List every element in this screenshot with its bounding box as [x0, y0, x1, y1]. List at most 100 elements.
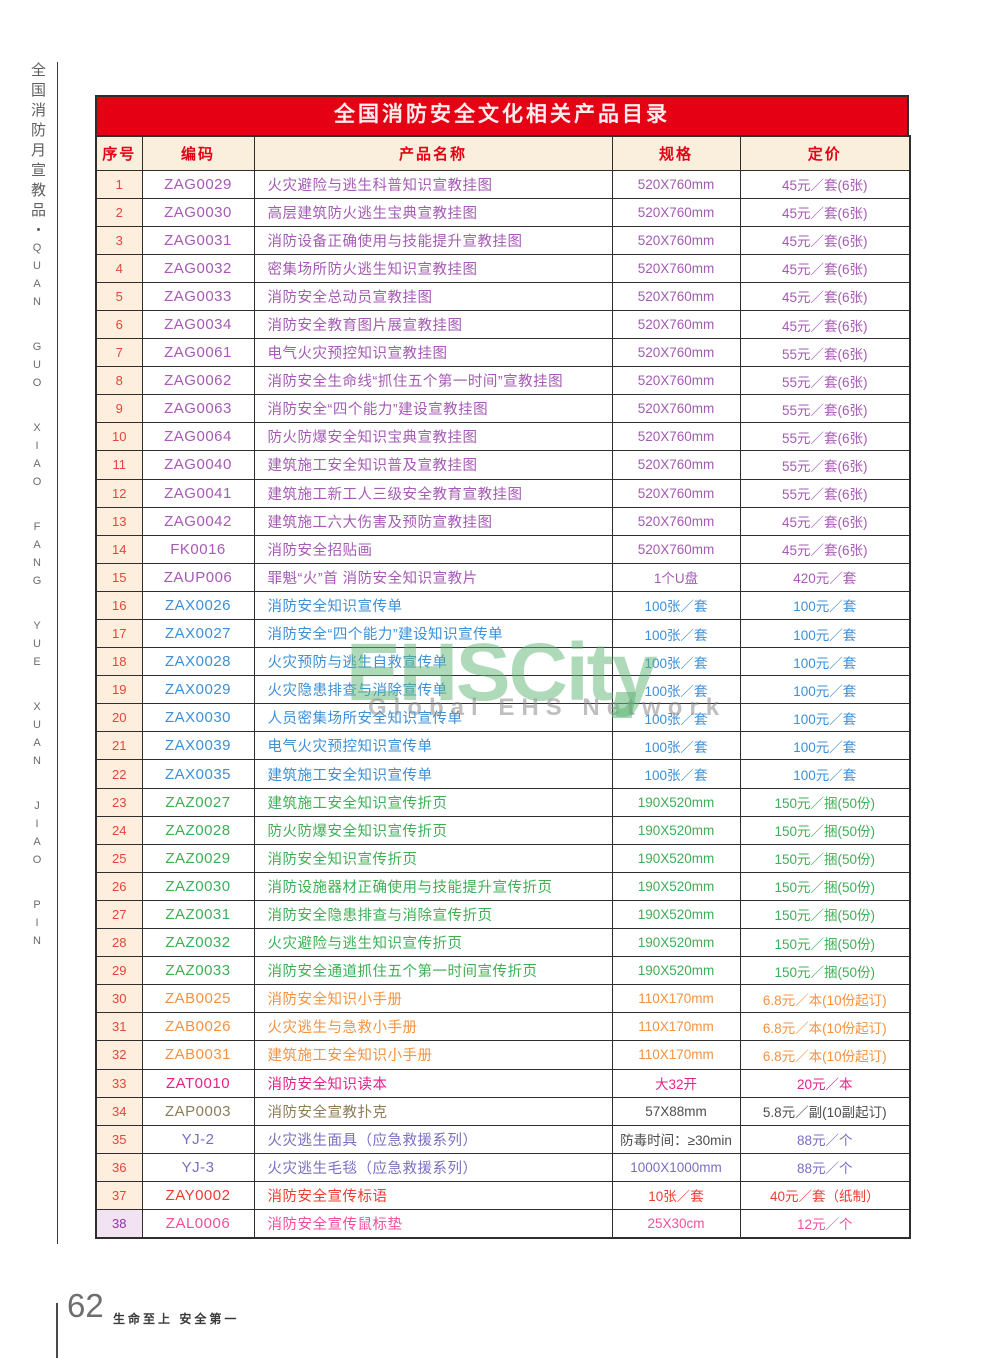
table-row: 7 ZAG0061 电气火灾预控知识宣教挂图 520X760mm 55元／套(6张) [95, 338, 911, 368]
product-name-cell: 建筑施工新工人三级安全教育宣教挂图 [253, 478, 613, 508]
product-code-cell: YJ-2 [141, 1124, 255, 1154]
product-code-cell: ZAZ0030 [141, 871, 255, 901]
product-price-cell: 420元／套 [739, 562, 911, 592]
product-spec-cell: 190X520mm [611, 871, 741, 901]
product-code-cell: ZAZ0031 [141, 899, 255, 930]
product-price-cell: 20元／本 [739, 1068, 911, 1098]
table-row: 32 ZAB0031 建筑施工安全知识小手册 110X170mm 6.8元／本(10份起… [95, 1040, 911, 1070]
product-code-cell: ZAX0026 [141, 590, 255, 621]
product-spec-cell: 520X760mm [611, 366, 741, 396]
product-name-cell: 消防安全“四个能力”建设宣教挂图 [253, 394, 613, 424]
product-spec-cell: 520X760mm [611, 338, 741, 368]
table-row: 29 ZAZ0033 消防安全通道抓住五个第一时间宣传折页 190X520mm 150元… [95, 956, 911, 986]
product-spec-cell: 1个U盘 [611, 562, 741, 592]
product-code-cell: ZAG0064 [141, 422, 255, 452]
product-code-cell: ZAX0035 [141, 759, 255, 789]
product-spec-cell: 110X170mm [611, 1012, 741, 1042]
table-row: 37 ZAY0002 消防安全宣传标语 10张／套 40元／套（纸制） [95, 1180, 911, 1210]
row-number-cell: 14 [95, 534, 143, 564]
product-name-cell: 罪魁“火”首 消防安全知识宣教片 [253, 562, 613, 592]
product-price-cell: 6.8元／本(10份起订) [739, 1012, 911, 1042]
product-spec-cell: 100张／套 [611, 759, 741, 789]
table-row: 6 ZAG0034 消防安全教育图片展宣教挂图 520X760mm 45元／套(6张) [95, 309, 911, 340]
product-code-cell: ZAZ0027 [141, 787, 255, 817]
row-number-cell: 8 [95, 366, 143, 396]
product-spec-cell: 100张／套 [611, 675, 741, 705]
row-number-cell: 26 [95, 871, 143, 901]
product-name-cell: 消防安全生命线“抓住五个第一时间”宣教挂图 [253, 366, 613, 396]
product-spec-cell: 520X760mm [611, 253, 741, 283]
row-number-cell: 24 [95, 815, 143, 845]
table-row: 26 ZAZ0030 消防设施器材正确使用与技能提升宣传折页 190X520mm 150… [95, 871, 911, 901]
product-name-cell: 高层建筑防火逃生宝典宣教挂图 [253, 197, 613, 227]
product-price-cell: 45元／套(6张) [739, 506, 911, 536]
row-number-cell: 12 [95, 478, 143, 508]
product-spec-cell: 520X760mm [611, 478, 741, 508]
product-code-cell: ZAG0042 [141, 506, 255, 536]
product-name-cell: 消防设备正确使用与技能提升宣教挂图 [253, 225, 613, 255]
table-row: 20 ZAX0030 人员密集场所安全知识宣传单 100张／套 100元／套 [95, 703, 911, 733]
product-name-cell: 消防安全宣教扑克 [253, 1096, 613, 1126]
product-code-cell: ZAG0030 [141, 197, 255, 227]
row-number-cell: 18 [95, 647, 143, 677]
row-number-cell: 7 [95, 338, 143, 368]
product-spec-cell: 100张／套 [611, 731, 741, 761]
table-row: 34 ZAP0003 消防安全宣教扑克 57X88mm 5.8元／副(10副起订) [95, 1096, 911, 1126]
header-row: 序号 编码 产品名称 规格 定价 [95, 135, 911, 171]
product-code-cell: ZAG0040 [141, 450, 255, 480]
product-spec-cell: 520X760mm [611, 450, 741, 480]
product-spec-cell: 520X760mm [611, 534, 741, 564]
product-name-cell: 人员密集场所安全知识宣传单 [253, 703, 613, 733]
table-row: 36 YJ-3 火灾逃生毛毯（应急救援系列） 1000X1000mm 88元／个 [95, 1152, 911, 1182]
product-price-cell: 55元／套(6张) [739, 450, 911, 480]
table-row: 30 ZAB0025 消防安全知识小手册 110X170mm 6.8元／本(10份起订) [95, 984, 911, 1014]
footer-divider [56, 1303, 58, 1358]
product-price-cell: 45元／套(6张) [739, 253, 911, 283]
product-name-cell: 消防安全通道抓住五个第一时间宣传折页 [253, 956, 613, 986]
product-price-cell: 55元／套(6张) [739, 422, 911, 452]
table-row: 5 ZAG0033 消防安全总动员宣教挂图 520X760mm 45元／套(6张) [95, 281, 911, 311]
product-code-cell: ZAT0010 [141, 1068, 255, 1098]
row-number-cell: 1 [95, 169, 143, 199]
product-price-cell: 6.8元／本(10份起订) [739, 984, 911, 1014]
product-name-cell: 消防安全宣传鼠标垫 [253, 1208, 613, 1239]
table-row: 12 ZAG0041 建筑施工新工人三级安全教育宣教挂图 520X760mm 55元／套… [95, 478, 911, 508]
product-name-cell: 消防安全招贴画 [253, 534, 613, 564]
row-number-cell: 3 [95, 225, 143, 255]
page-number: 62 [67, 1287, 104, 1324]
product-name-cell: 建筑施工安全知识小手册 [253, 1040, 613, 1070]
product-spec-cell: 100张／套 [611, 647, 741, 677]
product-price-cell: 88元／个 [739, 1124, 911, 1154]
catalog-grid: 序号 编码 产品名称 规格 定价 1 ZAG0029 火灾避险与逃生科普知识宣教挂图 520X… [95, 135, 911, 1239]
table-row: 22 ZAX0035 建筑施工安全知识宣传单 100张／套 100元／套 [95, 759, 911, 789]
row-number-cell: 32 [95, 1040, 143, 1070]
product-price-cell: 100元／套 [739, 675, 911, 705]
product-code-cell: ZAG0032 [141, 253, 255, 283]
product-spec-cell: 100张／套 [611, 590, 741, 621]
row-number-cell: 6 [95, 309, 143, 340]
product-code-cell: ZAG0062 [141, 366, 255, 396]
product-spec-cell: 190X520mm [611, 787, 741, 817]
table-row: 19 ZAX0029 火灾隐患排查与消除宣传单 100张／套 100元／套 [95, 675, 911, 705]
product-name-cell: 密集场所防火逃生知识宣教挂图 [253, 253, 613, 283]
table-row: 21 ZAX0039 电气火灾预控知识宣传单 100张／套 100元／套 [95, 731, 911, 761]
product-name-cell: 消防安全“四个能力”建设知识宣传单 [253, 618, 613, 649]
product-spec-cell: 57X88mm [611, 1096, 741, 1126]
row-number-cell: 33 [95, 1068, 143, 1098]
table-row: 35 YJ-2 火灾逃生面具（应急救援系列） 防毒时间：≥30min 88元／个 [95, 1124, 911, 1154]
product-name-cell: 消防安全隐患排查与消除宣传折页 [253, 899, 613, 930]
product-code-cell: ZAB0031 [141, 1040, 255, 1070]
table-title: 全国消防安全文化相关产品目录 [95, 95, 909, 135]
row-number-cell: 15 [95, 562, 143, 592]
table-row: 25 ZAZ0029 消防安全知识宣传折页 190X520mm 150元／捆(50份) [95, 843, 911, 873]
table-row: 16 ZAX0026 消防安全知识宣传单 100张／套 100元／套 [95, 590, 911, 621]
product-spec-cell: 10张／套 [611, 1180, 741, 1210]
row-number-cell: 38 [95, 1208, 143, 1239]
product-code-cell: ZAG0034 [141, 309, 255, 340]
product-price-cell: 100元／套 [739, 618, 911, 649]
product-price-cell: 45元／套(6张) [739, 197, 911, 227]
product-price-cell: 12元／个 [739, 1208, 911, 1239]
product-price-cell: 150元／捆(50份) [739, 787, 911, 817]
product-price-cell: 45元／套(6张) [739, 309, 911, 340]
product-spec-cell: 110X170mm [611, 984, 741, 1014]
